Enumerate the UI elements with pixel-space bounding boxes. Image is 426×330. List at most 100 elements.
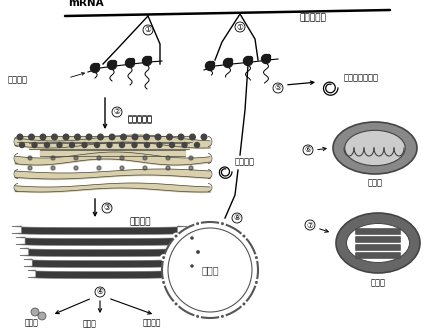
Polygon shape <box>28 270 170 279</box>
Circle shape <box>304 220 314 230</box>
Circle shape <box>29 134 34 140</box>
Text: 粗面内质网: 粗面内质网 <box>128 115 153 123</box>
Circle shape <box>167 228 251 312</box>
Circle shape <box>261 54 270 63</box>
Circle shape <box>210 61 214 66</box>
Ellipse shape <box>344 130 404 166</box>
Text: 信号序列: 信号序列 <box>8 76 28 84</box>
Ellipse shape <box>345 223 409 262</box>
Circle shape <box>228 58 232 63</box>
Circle shape <box>201 134 206 140</box>
Circle shape <box>169 143 174 148</box>
Circle shape <box>52 134 57 140</box>
Ellipse shape <box>332 122 416 174</box>
Text: ⑤: ⑤ <box>274 83 281 92</box>
Circle shape <box>194 313 201 320</box>
Circle shape <box>248 56 252 60</box>
FancyBboxPatch shape <box>355 237 400 243</box>
Circle shape <box>196 222 199 225</box>
Circle shape <box>86 134 92 140</box>
Circle shape <box>231 213 242 223</box>
Circle shape <box>242 235 245 238</box>
Circle shape <box>272 83 282 93</box>
Polygon shape <box>16 237 183 246</box>
Circle shape <box>82 143 87 148</box>
Text: 分泌蛋白: 分泌蛋白 <box>143 318 161 327</box>
Circle shape <box>97 156 101 160</box>
Circle shape <box>157 143 161 148</box>
Circle shape <box>143 166 147 170</box>
Circle shape <box>162 281 165 284</box>
Text: 线粒体: 线粒体 <box>367 178 382 187</box>
Circle shape <box>120 156 124 160</box>
Circle shape <box>196 250 199 254</box>
FancyBboxPatch shape <box>355 228 400 235</box>
Text: ②: ② <box>113 108 120 116</box>
Circle shape <box>234 22 245 32</box>
Circle shape <box>95 63 99 68</box>
Text: 信号序列: 信号序列 <box>234 157 254 167</box>
Circle shape <box>75 134 80 140</box>
Text: ⑧: ⑧ <box>233 214 240 222</box>
Circle shape <box>220 222 223 225</box>
Circle shape <box>240 300 247 308</box>
Circle shape <box>254 256 257 259</box>
Circle shape <box>107 60 116 70</box>
Circle shape <box>40 134 46 140</box>
Circle shape <box>240 233 247 240</box>
Circle shape <box>178 134 183 140</box>
Circle shape <box>112 107 122 117</box>
Circle shape <box>242 302 245 306</box>
Circle shape <box>174 302 177 306</box>
Text: 膜蛋白: 膜蛋白 <box>83 319 97 328</box>
Circle shape <box>219 220 225 227</box>
Circle shape <box>189 134 195 140</box>
Ellipse shape <box>335 213 419 273</box>
Circle shape <box>38 312 46 320</box>
Text: 胞质可溶性蛋白: 胞质可溶性蛋白 <box>343 74 378 82</box>
Text: 叶绿体: 叶绿体 <box>370 278 385 287</box>
Circle shape <box>94 143 99 148</box>
Text: 细胞质基质: 细胞质基质 <box>299 14 326 22</box>
Circle shape <box>190 264 193 268</box>
FancyBboxPatch shape <box>355 245 400 250</box>
Circle shape <box>172 300 179 308</box>
Circle shape <box>98 134 103 140</box>
Circle shape <box>223 58 232 68</box>
Circle shape <box>155 134 161 140</box>
Circle shape <box>107 143 112 148</box>
Text: ⑦: ⑦ <box>306 220 313 229</box>
Text: 细胞核: 细胞核 <box>201 265 218 275</box>
Text: ①: ① <box>144 25 151 35</box>
Circle shape <box>160 279 167 286</box>
Text: 高尔基体: 高尔基体 <box>130 217 151 226</box>
Circle shape <box>74 156 78 160</box>
Circle shape <box>95 287 105 297</box>
Circle shape <box>190 236 193 240</box>
Polygon shape <box>24 259 175 268</box>
Circle shape <box>302 145 312 155</box>
Circle shape <box>189 156 193 160</box>
Circle shape <box>57 143 62 148</box>
Circle shape <box>189 166 193 170</box>
Polygon shape <box>12 226 187 235</box>
Circle shape <box>69 143 74 148</box>
Circle shape <box>31 308 39 316</box>
Text: ④: ④ <box>96 287 103 296</box>
Circle shape <box>28 166 32 170</box>
Circle shape <box>147 56 151 60</box>
Circle shape <box>90 63 99 73</box>
Circle shape <box>143 25 153 35</box>
Circle shape <box>132 143 137 148</box>
Circle shape <box>166 156 170 160</box>
Circle shape <box>20 143 24 148</box>
Circle shape <box>121 134 126 140</box>
Circle shape <box>166 166 170 170</box>
Circle shape <box>143 156 147 160</box>
Circle shape <box>194 220 201 227</box>
Circle shape <box>17 134 23 140</box>
Circle shape <box>194 143 199 148</box>
Circle shape <box>254 281 257 284</box>
Circle shape <box>181 143 187 148</box>
Text: ③: ③ <box>104 204 110 213</box>
